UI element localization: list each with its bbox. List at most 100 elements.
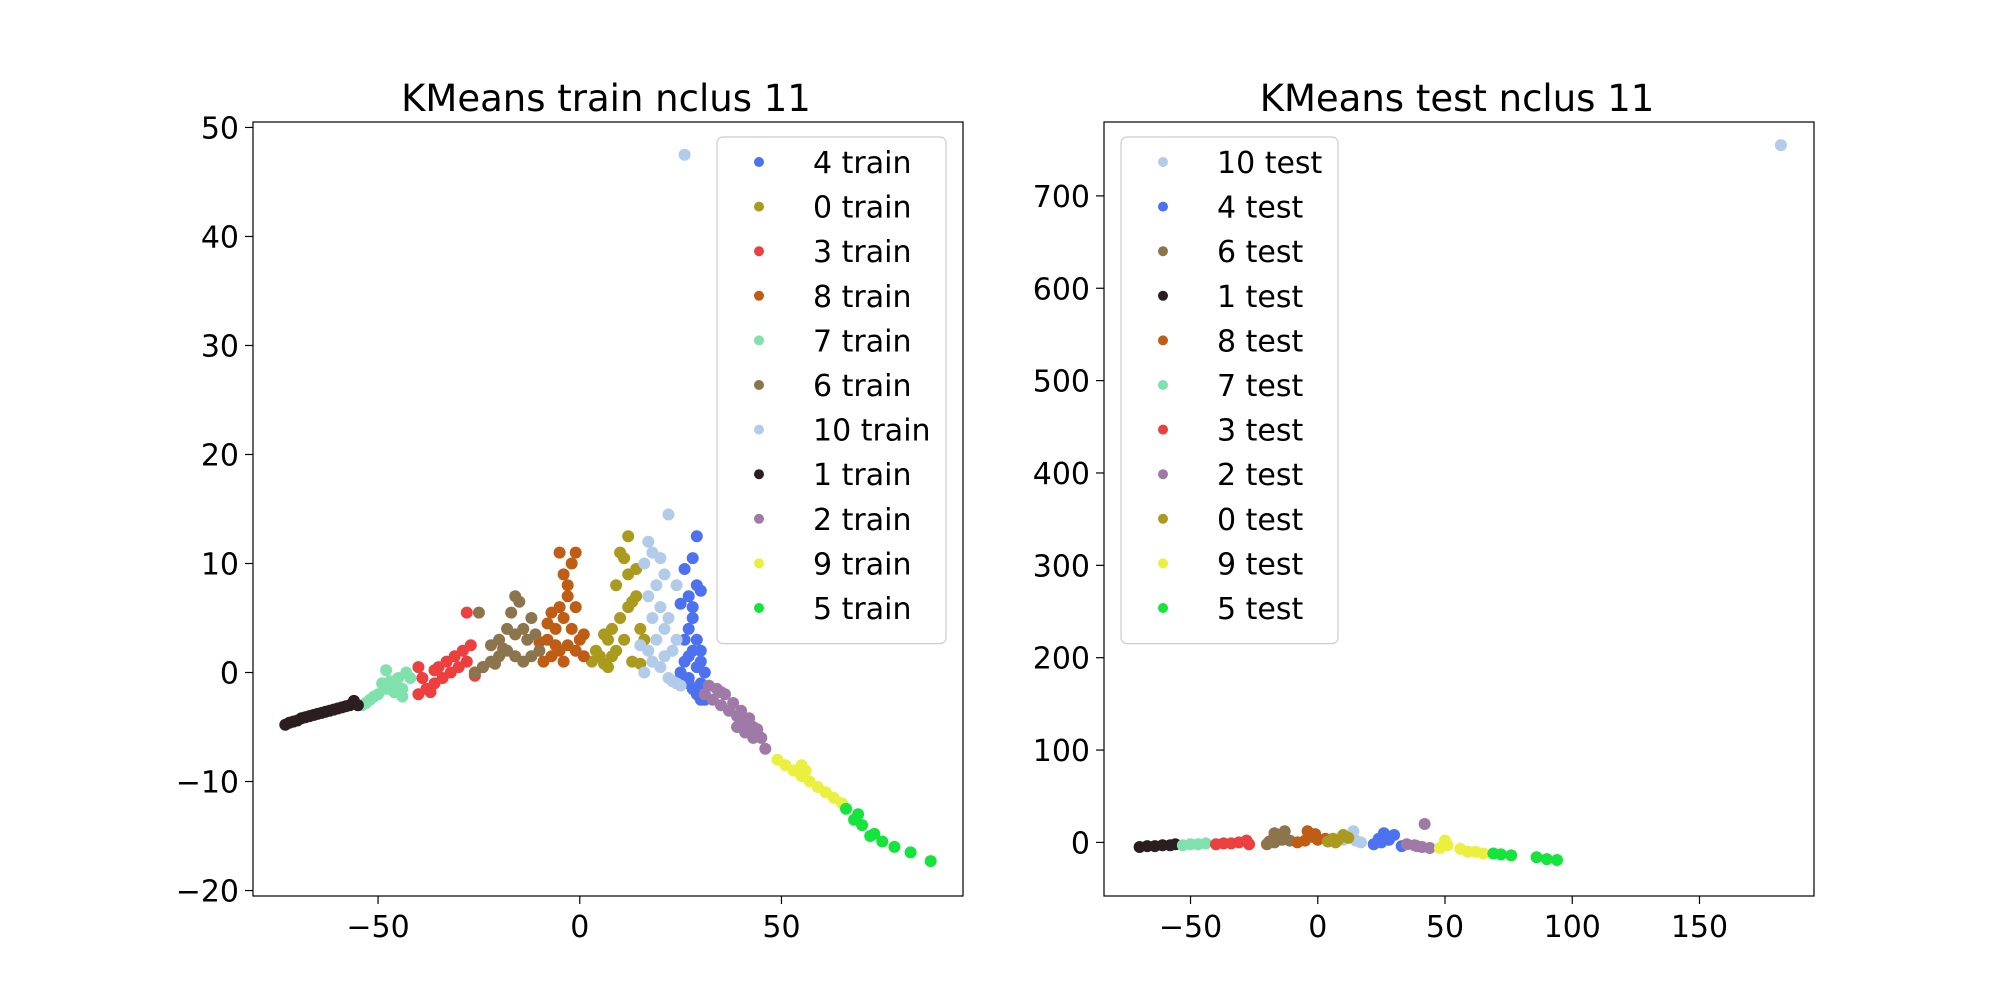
data-point [577,628,590,641]
x-axis: −50 0 50 [346,896,801,945]
legend-label: 3 test [1217,414,1303,449]
data-point [852,808,865,821]
data-point [662,612,675,624]
legend: 4 train 0 train 3 train 8 train 7 train 6 tra… [716,136,947,645]
data-point [690,633,703,646]
x-tick-label: −50 [346,910,409,945]
legend-marker [1158,469,1168,480]
legend-label: 9 test [1217,547,1303,582]
data-point [876,835,889,848]
data-point [610,579,623,592]
data-point [460,606,473,619]
data-point [743,712,756,725]
data-point [380,664,393,677]
data-point [545,606,558,619]
y-tick-label: 500 [1033,365,1090,400]
y-tick-label: 30 [201,329,239,364]
x-tick-label: 50 [1426,910,1464,945]
data-point [626,595,639,608]
data-point [561,590,574,603]
data-point [654,552,667,565]
data-point [1388,829,1401,841]
legend-label: 7 train [813,324,911,359]
legend-marker [1158,157,1168,167]
data-point [694,655,707,668]
x-tick-label: 50 [762,910,800,945]
data-point [868,827,881,840]
data-point [565,622,578,635]
data-point [678,563,691,575]
data-point [472,606,485,619]
data-point [388,686,401,699]
y-tick-label: 400 [1033,457,1090,492]
data-point [589,644,602,657]
data-point [1342,831,1355,844]
data-point [634,639,647,652]
data-point [416,672,429,684]
data-point [702,679,715,692]
data-point [690,530,703,543]
data-point [1355,836,1367,849]
legend-label: 5 train [813,592,911,627]
legend-marker [754,246,764,257]
y-tick-label: 100 [1033,734,1090,769]
data-points-layer [1133,139,1787,866]
legend-marker [754,335,764,346]
data-point [557,612,570,624]
data-point [795,759,808,772]
legend-label: 10 test [1217,146,1323,181]
data-point [658,650,671,663]
legend-label: 3 train [813,235,911,270]
data-point [674,679,687,692]
legend-marker [1158,424,1168,435]
legend-marker [754,424,764,435]
data-point [606,622,618,635]
data-point [759,742,772,755]
data-point [924,855,937,868]
data-point [428,664,441,677]
data-point [400,666,413,679]
data-point [622,530,635,543]
legend-label: 2 test [1217,458,1303,493]
legend-label: 1 test [1217,280,1303,315]
data-point [557,655,570,668]
y-tick-label: −20 [176,875,239,910]
legend-label: 4 test [1217,191,1303,226]
legend-marker [754,603,764,613]
legend-label: 7 test [1217,369,1303,404]
data-point [1309,828,1322,841]
data-point [1477,847,1490,860]
data-point [1418,818,1431,830]
data-point [565,557,578,570]
data-point [561,579,574,592]
y-axis: −20 −10 0 10 20 30 40 50 [176,111,253,910]
legend-marker [754,380,764,390]
data-point [368,690,380,703]
data-point [642,535,655,548]
legend-marker [1158,335,1168,346]
legend-label: 9 train [813,547,911,582]
x-tick-label: 150 [1671,910,1728,945]
data-point [606,650,618,663]
data-point [634,622,647,635]
legend-label: 4 train [813,146,911,181]
y-tick-label: 20 [201,438,239,473]
legend-marker [1158,201,1168,212]
data-point [541,617,554,630]
legend-label: 6 test [1217,235,1303,270]
legend-label: 1 train [813,458,911,493]
legend-marker [754,290,764,301]
legend-marker [1158,246,1168,257]
data-point [1329,836,1342,849]
data-point [1263,835,1276,848]
data-point [569,546,582,559]
data-point [598,657,610,670]
legend-label: 10 train [813,414,931,449]
data-point [1540,853,1553,866]
data-point [557,568,570,581]
legend-box [716,136,947,645]
data-point [670,633,683,646]
data-point [1495,848,1507,861]
data-point [698,666,711,679]
data-point [674,597,687,610]
